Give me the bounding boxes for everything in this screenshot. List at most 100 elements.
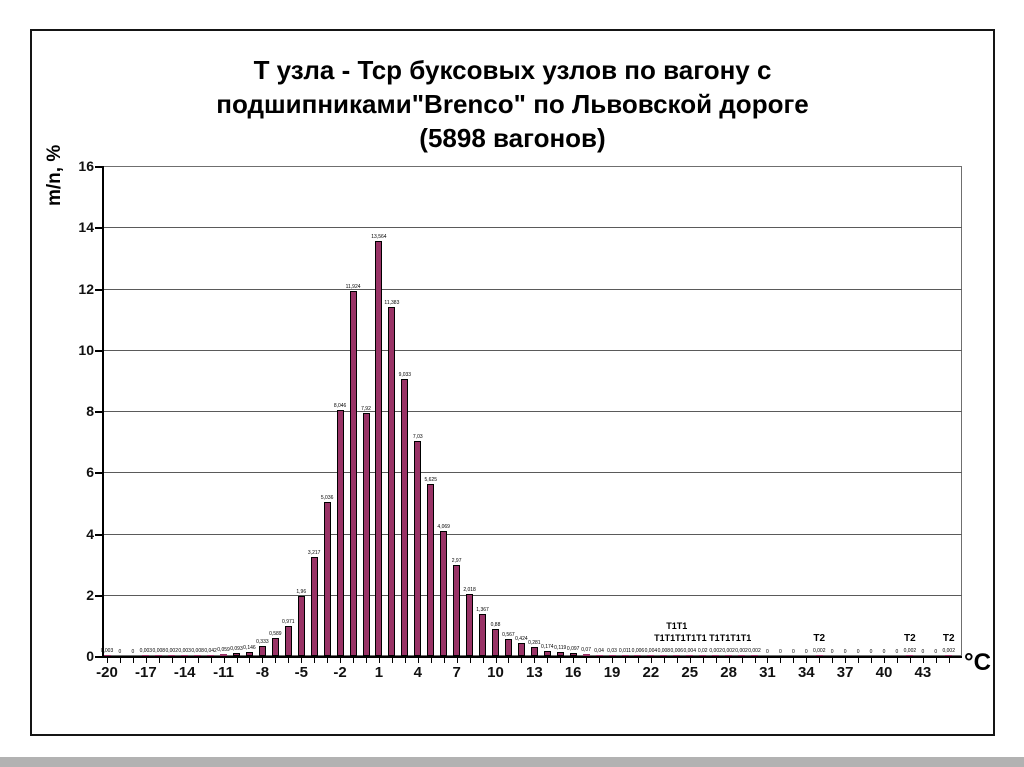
y-tick-mark	[95, 656, 102, 658]
x-tick-mark	[430, 658, 432, 663]
x-tick-mark	[132, 658, 134, 663]
bar	[453, 565, 461, 656]
bar-value-label: 0	[895, 649, 899, 655]
bar	[466, 594, 474, 656]
bar-value-label: 2,97	[451, 558, 462, 565]
gridline	[102, 227, 962, 229]
gridline	[102, 594, 962, 596]
chart-title-line2: подшипниками"Brenco" по Львовской дороге	[216, 89, 809, 119]
bar	[401, 379, 409, 656]
y-tick-mark	[95, 349, 102, 352]
bar	[945, 655, 953, 656]
x-tick-label: 13	[526, 664, 543, 681]
x-tick-mark	[547, 658, 549, 663]
bar-value-label: 1,96	[296, 588, 307, 595]
bar-value-label: 0,002	[812, 648, 826, 654]
x-tick-mark	[262, 658, 264, 663]
x-tick-label: -17	[135, 664, 157, 681]
bar-value-label: 0,003	[178, 648, 191, 654]
x-tick-label: -11	[213, 664, 234, 681]
bar-value-label: 0,008	[191, 648, 204, 654]
y-tick-mark	[95, 227, 102, 230]
x-tick-mark	[534, 658, 536, 663]
bar-value-label: 0,174	[541, 643, 554, 650]
x-tick-label: 34	[797, 664, 815, 681]
x-tick-mark	[637, 658, 639, 663]
bar-value-label: 0	[779, 649, 782, 655]
x-tick-label: 4	[413, 664, 422, 681]
bar-value-label: 7,03	[412, 433, 423, 440]
bar-value-label: 0,424	[515, 636, 528, 642]
x-tick-mark	[495, 658, 497, 663]
x-tick-label: -14	[173, 664, 196, 681]
x-tick-mark	[107, 658, 108, 663]
bar	[634, 655, 642, 656]
bar-value-label: 11,924	[345, 283, 361, 290]
x-tick-mark	[521, 658, 523, 663]
bar-value-label: 0,02	[697, 648, 708, 654]
x-tick-mark	[508, 658, 510, 663]
bar-value-label: 0	[882, 649, 886, 655]
chart-title: Т узла - Тср буксовых узлов по вагону с …	[92, 53, 933, 155]
bar-value-label: 0	[856, 649, 860, 655]
bar	[595, 654, 603, 656]
y-tick-mark	[95, 411, 102, 413]
x-tick-mark	[119, 658, 121, 663]
x-tick-mark	[715, 658, 717, 663]
x-tick-mark	[197, 658, 199, 663]
bar-value-label: 0	[921, 649, 925, 655]
x-tick-label: 1	[374, 664, 384, 681]
bar-value-label: 0,002	[748, 648, 761, 654]
x-tick-mark	[832, 658, 834, 663]
bar	[660, 655, 668, 656]
bar	[673, 655, 681, 656]
bar	[362, 413, 370, 656]
x-tick-label: 25	[681, 664, 699, 681]
bar-value-label: 4,069	[437, 524, 450, 531]
bar-value-label: 0,002	[735, 648, 748, 654]
y-tick-label: 10	[78, 341, 94, 358]
x-tick-mark	[288, 658, 290, 663]
x-tick-mark	[560, 658, 562, 663]
bar-value-label: 13,564	[371, 233, 387, 240]
x-tick-label: -20	[96, 664, 118, 681]
bar-value-label: 0,042	[204, 647, 217, 654]
bar-value-label: 0	[934, 649, 938, 655]
x-tick-mark	[741, 658, 743, 663]
y-tick-label: 12	[78, 280, 94, 297]
x-tick-mark	[728, 658, 730, 663]
bar-value-label: 3,217	[307, 550, 321, 557]
bar-value-label: 0,589	[269, 630, 282, 637]
bar	[543, 650, 551, 656]
bar	[517, 643, 525, 656]
bar	[258, 645, 266, 656]
x-tick-label: 7	[452, 664, 461, 681]
bar	[297, 595, 305, 656]
bar	[738, 655, 746, 656]
bar	[582, 653, 590, 656]
x-tick-mark	[340, 658, 342, 663]
bar-value-label: 0	[766, 649, 769, 655]
x-tick-mark	[845, 658, 847, 663]
y-tick-label: 14	[78, 219, 94, 236]
bar	[168, 655, 176, 656]
y-tick-mark	[95, 533, 102, 536]
x-tick-mark	[417, 658, 419, 663]
bar-value-label: 8,046	[333, 402, 347, 409]
x-tick-mark	[935, 658, 937, 663]
bar-value-label: 0	[843, 649, 847, 655]
bar	[220, 654, 228, 656]
bar	[504, 638, 512, 656]
y-tick-label: 4	[86, 525, 94, 542]
bar-value-label: 0,006	[670, 648, 684, 654]
t2-annotation: Т2	[942, 633, 955, 644]
x-tick-mark	[599, 658, 601, 663]
bar	[414, 440, 422, 656]
y-tick-mark	[95, 594, 102, 597]
bar	[245, 651, 253, 656]
bar	[427, 483, 435, 656]
x-tick-label: 43	[914, 664, 932, 681]
x-tick-mark	[625, 658, 626, 663]
x-tick-mark	[249, 658, 251, 663]
x-tick-mark	[858, 658, 860, 663]
